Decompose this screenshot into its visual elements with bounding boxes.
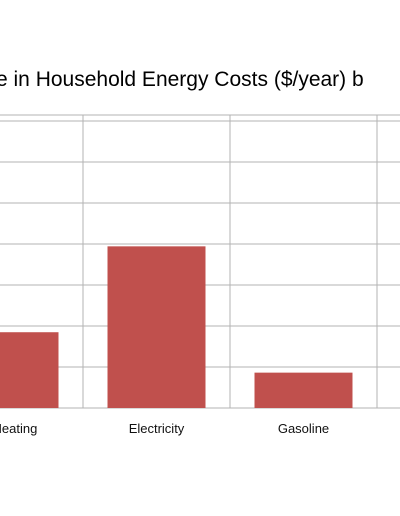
bar-electricity [107,246,206,408]
x-tick-labels: e Heating Electricity Gasoline [0,421,329,436]
chart-title: e in Household Energy Costs ($/year) b [0,68,364,91]
bars [0,246,353,408]
bar-e-heating [0,332,59,408]
gridlines [0,114,400,409]
x-tick-label: Gasoline [278,421,329,436]
bar-gasoline [254,372,353,408]
x-tick-label: e Heating [0,421,37,436]
x-tick-label: Electricity [129,421,185,436]
